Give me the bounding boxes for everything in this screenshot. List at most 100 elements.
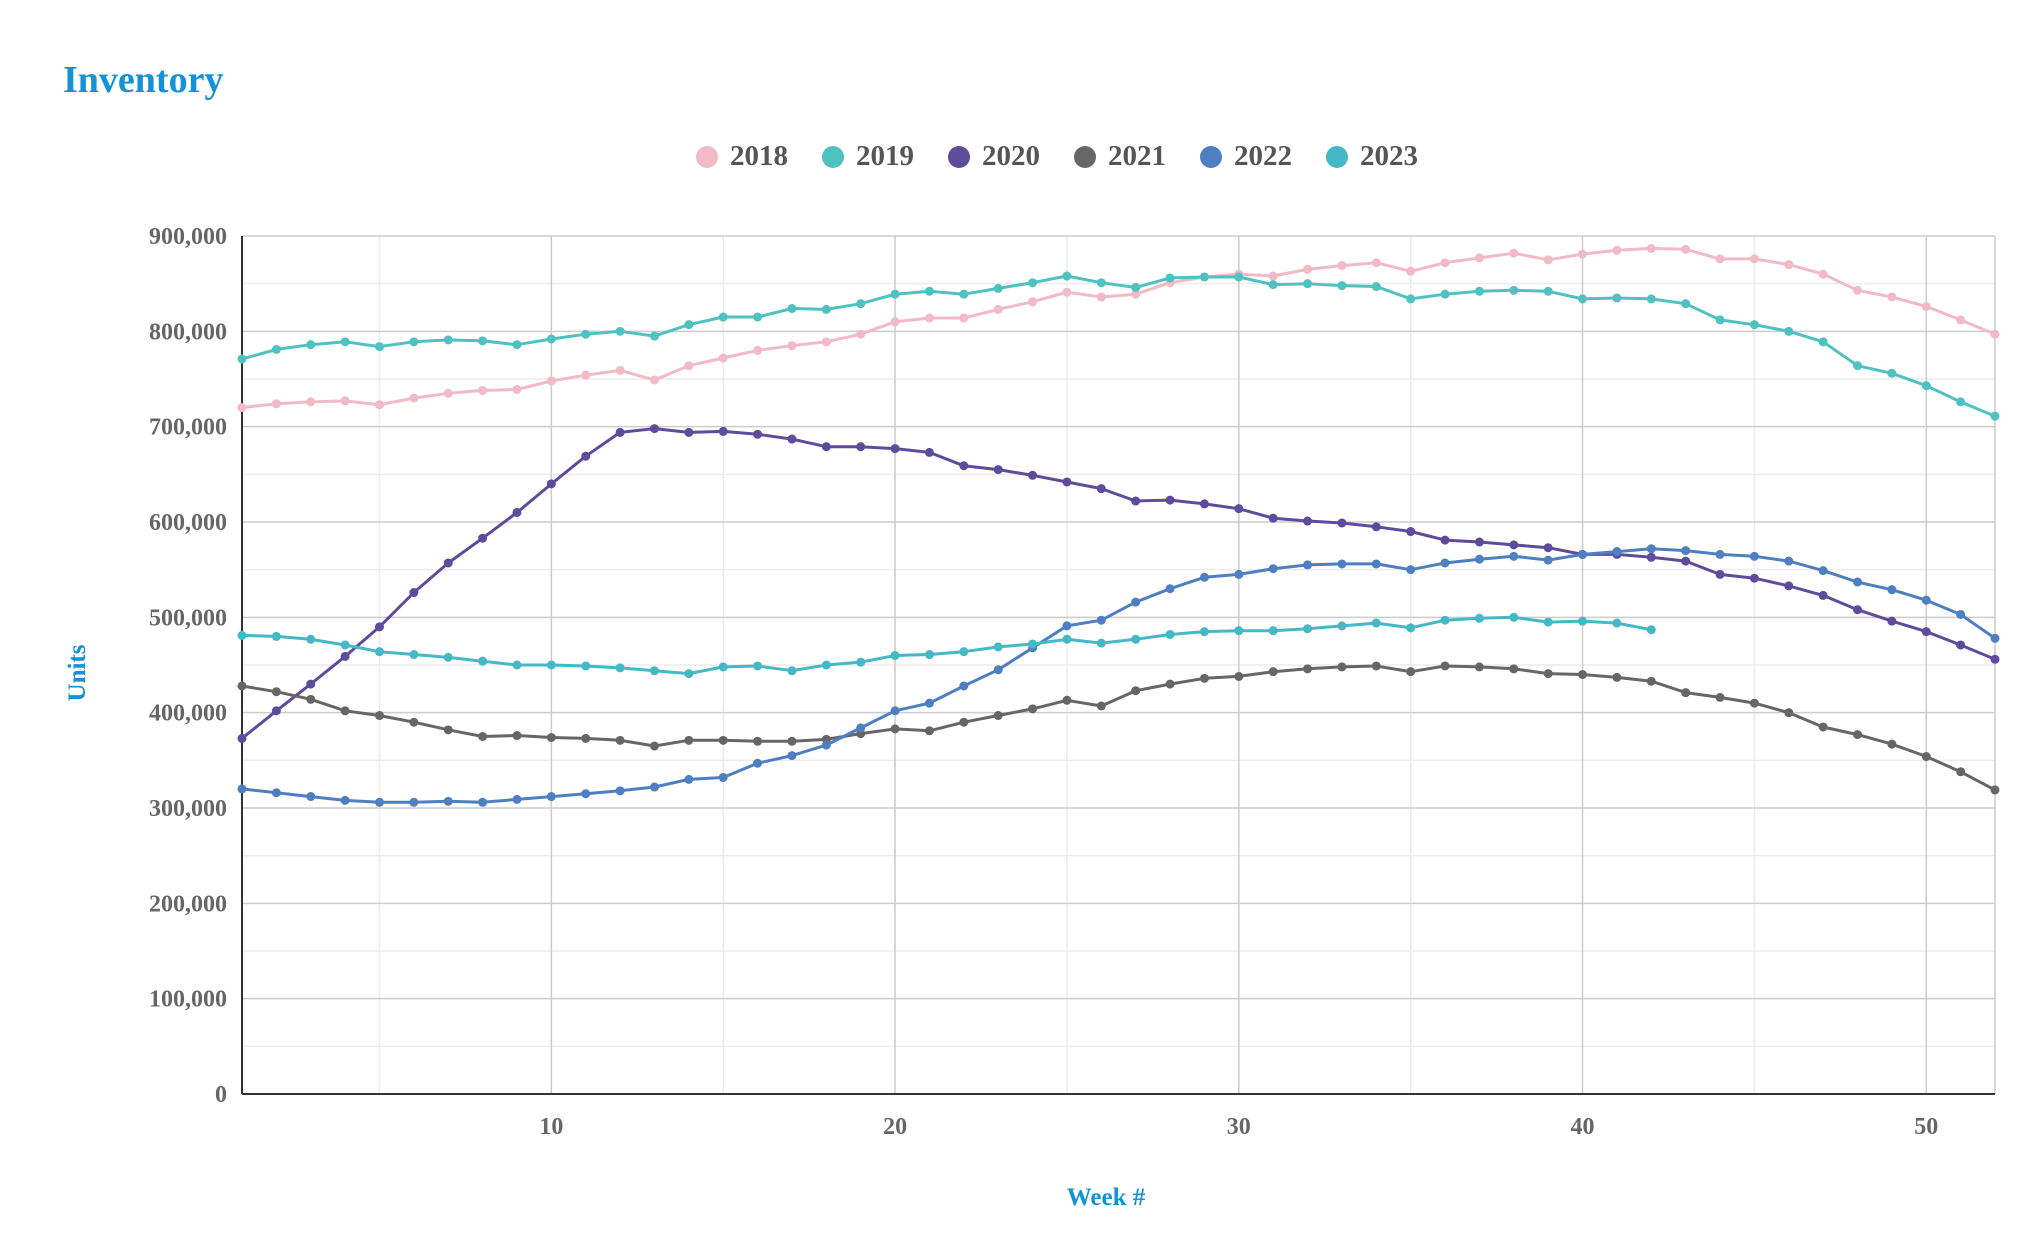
data-point-2019[interactable] xyxy=(306,340,316,350)
data-point-2018[interactable] xyxy=(1887,292,1897,302)
data-point-2019[interactable] xyxy=(1612,293,1622,303)
data-point-2018[interactable] xyxy=(306,397,316,407)
data-point-2023[interactable] xyxy=(993,642,1003,652)
data-point-2020[interactable] xyxy=(1028,470,1038,480)
data-point-2021[interactable] xyxy=(1749,698,1759,708)
data-point-2018[interactable] xyxy=(1612,245,1622,255)
data-point-2019[interactable] xyxy=(1853,361,1863,371)
data-point-2019[interactable] xyxy=(374,342,384,352)
data-point-2022[interactable] xyxy=(856,723,866,733)
data-point-2023[interactable] xyxy=(1612,618,1622,628)
data-point-2018[interactable] xyxy=(1096,292,1106,302)
data-point-2021[interactable] xyxy=(1165,679,1175,689)
data-point-2019[interactable] xyxy=(512,340,522,350)
data-point-2022[interactable] xyxy=(1371,559,1381,569)
data-point-2023[interactable] xyxy=(512,660,522,670)
data-point-2021[interactable] xyxy=(1234,671,1244,681)
data-point-2018[interactable] xyxy=(753,345,763,355)
data-point-2019[interactable] xyxy=(615,326,625,336)
data-point-2023[interactable] xyxy=(340,640,350,650)
legend-item-2019[interactable]: 2019 xyxy=(822,140,914,173)
data-point-2021[interactable] xyxy=(1646,676,1656,686)
data-point-2022[interactable] xyxy=(787,751,797,761)
data-point-2019[interactable] xyxy=(546,334,556,344)
data-point-2022[interactable] xyxy=(512,794,522,804)
data-point-2018[interactable] xyxy=(684,361,694,371)
data-point-2019[interactable] xyxy=(1578,294,1588,304)
data-point-2021[interactable] xyxy=(1715,692,1725,702)
data-point-2022[interactable] xyxy=(1337,559,1347,569)
data-point-2018[interactable] xyxy=(1337,261,1347,271)
data-point-2019[interactable] xyxy=(443,335,453,345)
data-point-2022[interactable] xyxy=(581,789,591,799)
data-point-2020[interactable] xyxy=(821,442,831,452)
data-point-2021[interactable] xyxy=(1199,673,1209,683)
data-point-2023[interactable] xyxy=(1234,626,1244,636)
data-point-2018[interactable] xyxy=(1509,248,1519,258)
data-point-2022[interactable] xyxy=(306,792,316,802)
data-point-2020[interactable] xyxy=(409,588,419,598)
data-point-2019[interactable] xyxy=(890,289,900,299)
data-point-2023[interactable] xyxy=(615,663,625,673)
data-point-2022[interactable] xyxy=(1303,560,1313,570)
data-point-2022[interactable] xyxy=(1509,551,1519,561)
data-point-2022[interactable] xyxy=(1062,621,1072,631)
data-point-2020[interactable] xyxy=(1887,616,1897,626)
data-point-2023[interactable] xyxy=(237,630,247,640)
data-point-2022[interactable] xyxy=(718,772,728,782)
data-point-2018[interactable] xyxy=(1578,249,1588,259)
data-point-2021[interactable] xyxy=(1921,752,1931,762)
data-point-2020[interactable] xyxy=(1853,605,1863,615)
data-point-2019[interactable] xyxy=(409,337,419,347)
data-point-2022[interactable] xyxy=(1406,565,1416,575)
data-point-2019[interactable] xyxy=(1956,397,1966,407)
data-point-2020[interactable] xyxy=(1921,627,1931,637)
data-point-2019[interactable] xyxy=(718,312,728,322)
data-point-2023[interactable] xyxy=(718,662,728,672)
data-point-2018[interactable] xyxy=(718,353,728,363)
data-point-2023[interactable] xyxy=(374,647,384,657)
data-point-2022[interactable] xyxy=(959,681,969,691)
data-point-2022[interactable] xyxy=(1990,633,2000,643)
data-point-2019[interactable] xyxy=(1440,289,1450,299)
data-point-2018[interactable] xyxy=(512,384,522,394)
data-point-2018[interactable] xyxy=(1440,258,1450,268)
data-point-2019[interactable] xyxy=(684,320,694,330)
data-point-2019[interactable] xyxy=(1406,294,1416,304)
data-point-2022[interactable] xyxy=(1578,549,1588,559)
data-point-2019[interactable] xyxy=(581,329,591,339)
data-point-2020[interactable] xyxy=(856,442,866,452)
data-point-2018[interactable] xyxy=(1784,260,1794,270)
data-point-2023[interactable] xyxy=(1337,621,1347,631)
data-point-2023[interactable] xyxy=(787,666,797,676)
data-point-2020[interactable] xyxy=(1784,581,1794,591)
data-point-2019[interactable] xyxy=(1887,368,1897,378)
data-point-2023[interactable] xyxy=(1543,617,1553,627)
data-point-2018[interactable] xyxy=(1749,254,1759,264)
series-line-2022[interactable] xyxy=(241,547,1996,804)
data-point-2021[interactable] xyxy=(340,706,350,716)
data-point-2021[interactable] xyxy=(1818,722,1828,732)
data-point-2023[interactable] xyxy=(753,661,763,671)
data-point-2022[interactable] xyxy=(993,665,1003,675)
data-point-2020[interactable] xyxy=(959,461,969,471)
data-point-2021[interactable] xyxy=(1578,670,1588,680)
data-point-2022[interactable] xyxy=(924,698,934,708)
data-point-2019[interactable] xyxy=(1715,315,1725,325)
data-point-2023[interactable] xyxy=(443,652,453,662)
data-point-2019[interactable] xyxy=(753,312,763,322)
data-point-2019[interactable] xyxy=(649,331,659,341)
data-point-2020[interactable] xyxy=(1440,535,1450,545)
data-point-2022[interactable] xyxy=(1268,564,1278,574)
data-point-2019[interactable] xyxy=(1268,280,1278,290)
series-line-2020[interactable] xyxy=(241,427,1996,740)
data-point-2020[interactable] xyxy=(1990,654,2000,664)
data-point-2023[interactable] xyxy=(306,634,316,644)
data-point-2022[interactable] xyxy=(340,795,350,805)
data-point-2021[interactable] xyxy=(409,717,419,727)
data-point-2019[interactable] xyxy=(856,299,866,309)
data-point-2019[interactable] xyxy=(1371,282,1381,292)
data-point-2018[interactable] xyxy=(581,370,591,380)
data-point-2021[interactable] xyxy=(512,731,522,741)
data-point-2019[interactable] xyxy=(959,289,969,299)
